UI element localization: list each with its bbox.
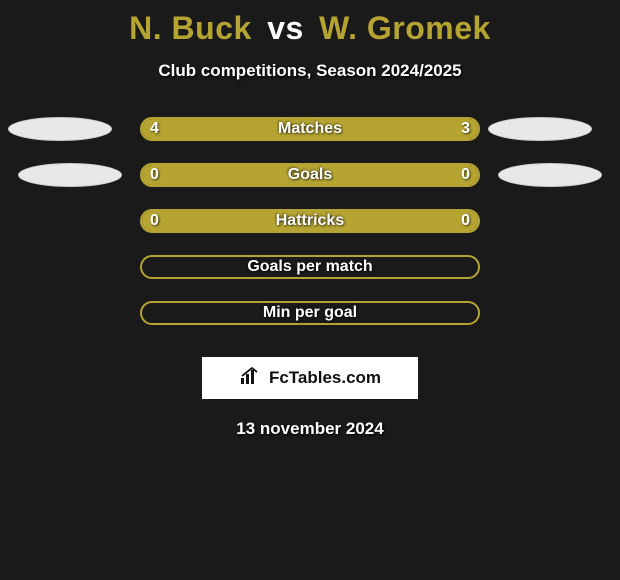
left-ellipse (18, 163, 122, 187)
stat-row: Hattricks00 (0, 209, 620, 255)
comparison-title: N. Buck vs W. Gromek (0, 0, 620, 47)
brand-box: FcTables.com (202, 357, 418, 399)
player1-name: N. Buck (129, 10, 252, 46)
bar-left-fill (142, 165, 310, 185)
stat-rows: Matches43Goals00Hattricks00Goals per mat… (0, 117, 620, 347)
vs-text: vs (267, 10, 304, 46)
stat-bar (140, 255, 480, 279)
stat-row: Goals per match (0, 255, 620, 301)
stat-value-right: 0 (461, 209, 470, 233)
stat-value-left: 0 (150, 163, 159, 187)
stat-value-left: 4 (150, 117, 159, 141)
subtitle: Club competitions, Season 2024/2025 (0, 61, 620, 81)
bar-right-fill (334, 119, 478, 139)
stat-value-left: 0 (150, 209, 159, 233)
player2-name: W. Gromek (319, 10, 491, 46)
stat-row: Matches43 (0, 117, 620, 163)
bar-left-fill (142, 119, 334, 139)
stat-bar (140, 301, 480, 325)
stat-value-right: 3 (461, 117, 470, 141)
bar-right-fill (310, 165, 478, 185)
bar-right-fill (310, 211, 478, 231)
chart-icon (239, 366, 265, 391)
stat-row: Min per goal (0, 301, 620, 347)
stat-value-right: 0 (461, 163, 470, 187)
right-ellipse (498, 163, 602, 187)
date-text: 13 november 2024 (0, 419, 620, 439)
stat-row: Goals00 (0, 163, 620, 209)
stat-bar (140, 163, 480, 187)
brand-text: FcTables.com (269, 368, 381, 388)
stat-bar (140, 209, 480, 233)
bar-left-fill (142, 211, 310, 231)
right-ellipse (488, 117, 592, 141)
stat-bar (140, 117, 480, 141)
left-ellipse (8, 117, 112, 141)
